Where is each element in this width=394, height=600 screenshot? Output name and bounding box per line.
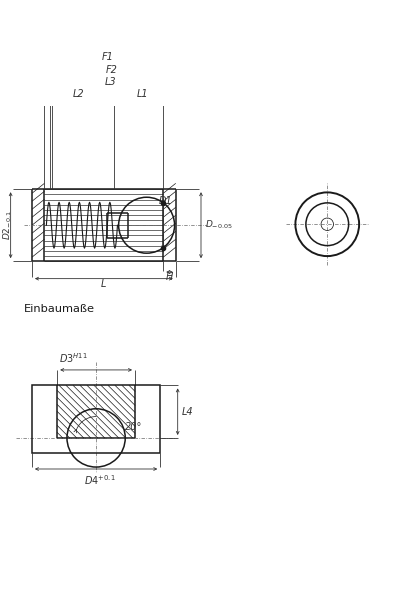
Text: $D4^{+0.1}$: $D4^{+0.1}$ <box>84 473 116 487</box>
Text: L2: L2 <box>73 89 85 99</box>
Text: $D3^{H11}$: $D3^{H11}$ <box>59 352 88 365</box>
Text: F2: F2 <box>106 65 117 74</box>
Text: L4: L4 <box>182 407 193 416</box>
Text: Einbaumaße: Einbaumaße <box>24 304 95 314</box>
Text: $D2_{-0.1}$: $D2_{-0.1}$ <box>1 211 14 240</box>
Text: $D_{-0.05}$: $D_{-0.05}$ <box>205 219 232 232</box>
Text: L: L <box>101 280 106 289</box>
Bar <box>32 385 160 454</box>
Text: D1: D1 <box>158 196 172 206</box>
Text: 20°: 20° <box>125 422 143 432</box>
Text: F1: F1 <box>102 52 114 62</box>
Text: L3: L3 <box>105 77 117 87</box>
Text: L1: L1 <box>137 89 148 99</box>
Text: H: H <box>166 272 173 283</box>
